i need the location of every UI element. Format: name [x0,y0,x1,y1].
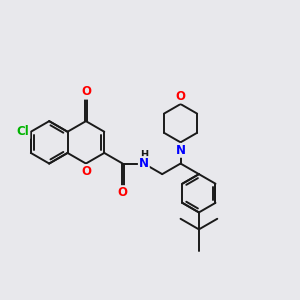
Text: N: N [139,157,149,170]
Text: N: N [176,144,186,157]
Text: O: O [81,85,91,98]
Text: O: O [176,90,186,103]
Text: Cl: Cl [16,125,29,138]
Text: H: H [140,150,148,160]
Text: O: O [118,186,128,199]
Text: O: O [81,165,91,178]
